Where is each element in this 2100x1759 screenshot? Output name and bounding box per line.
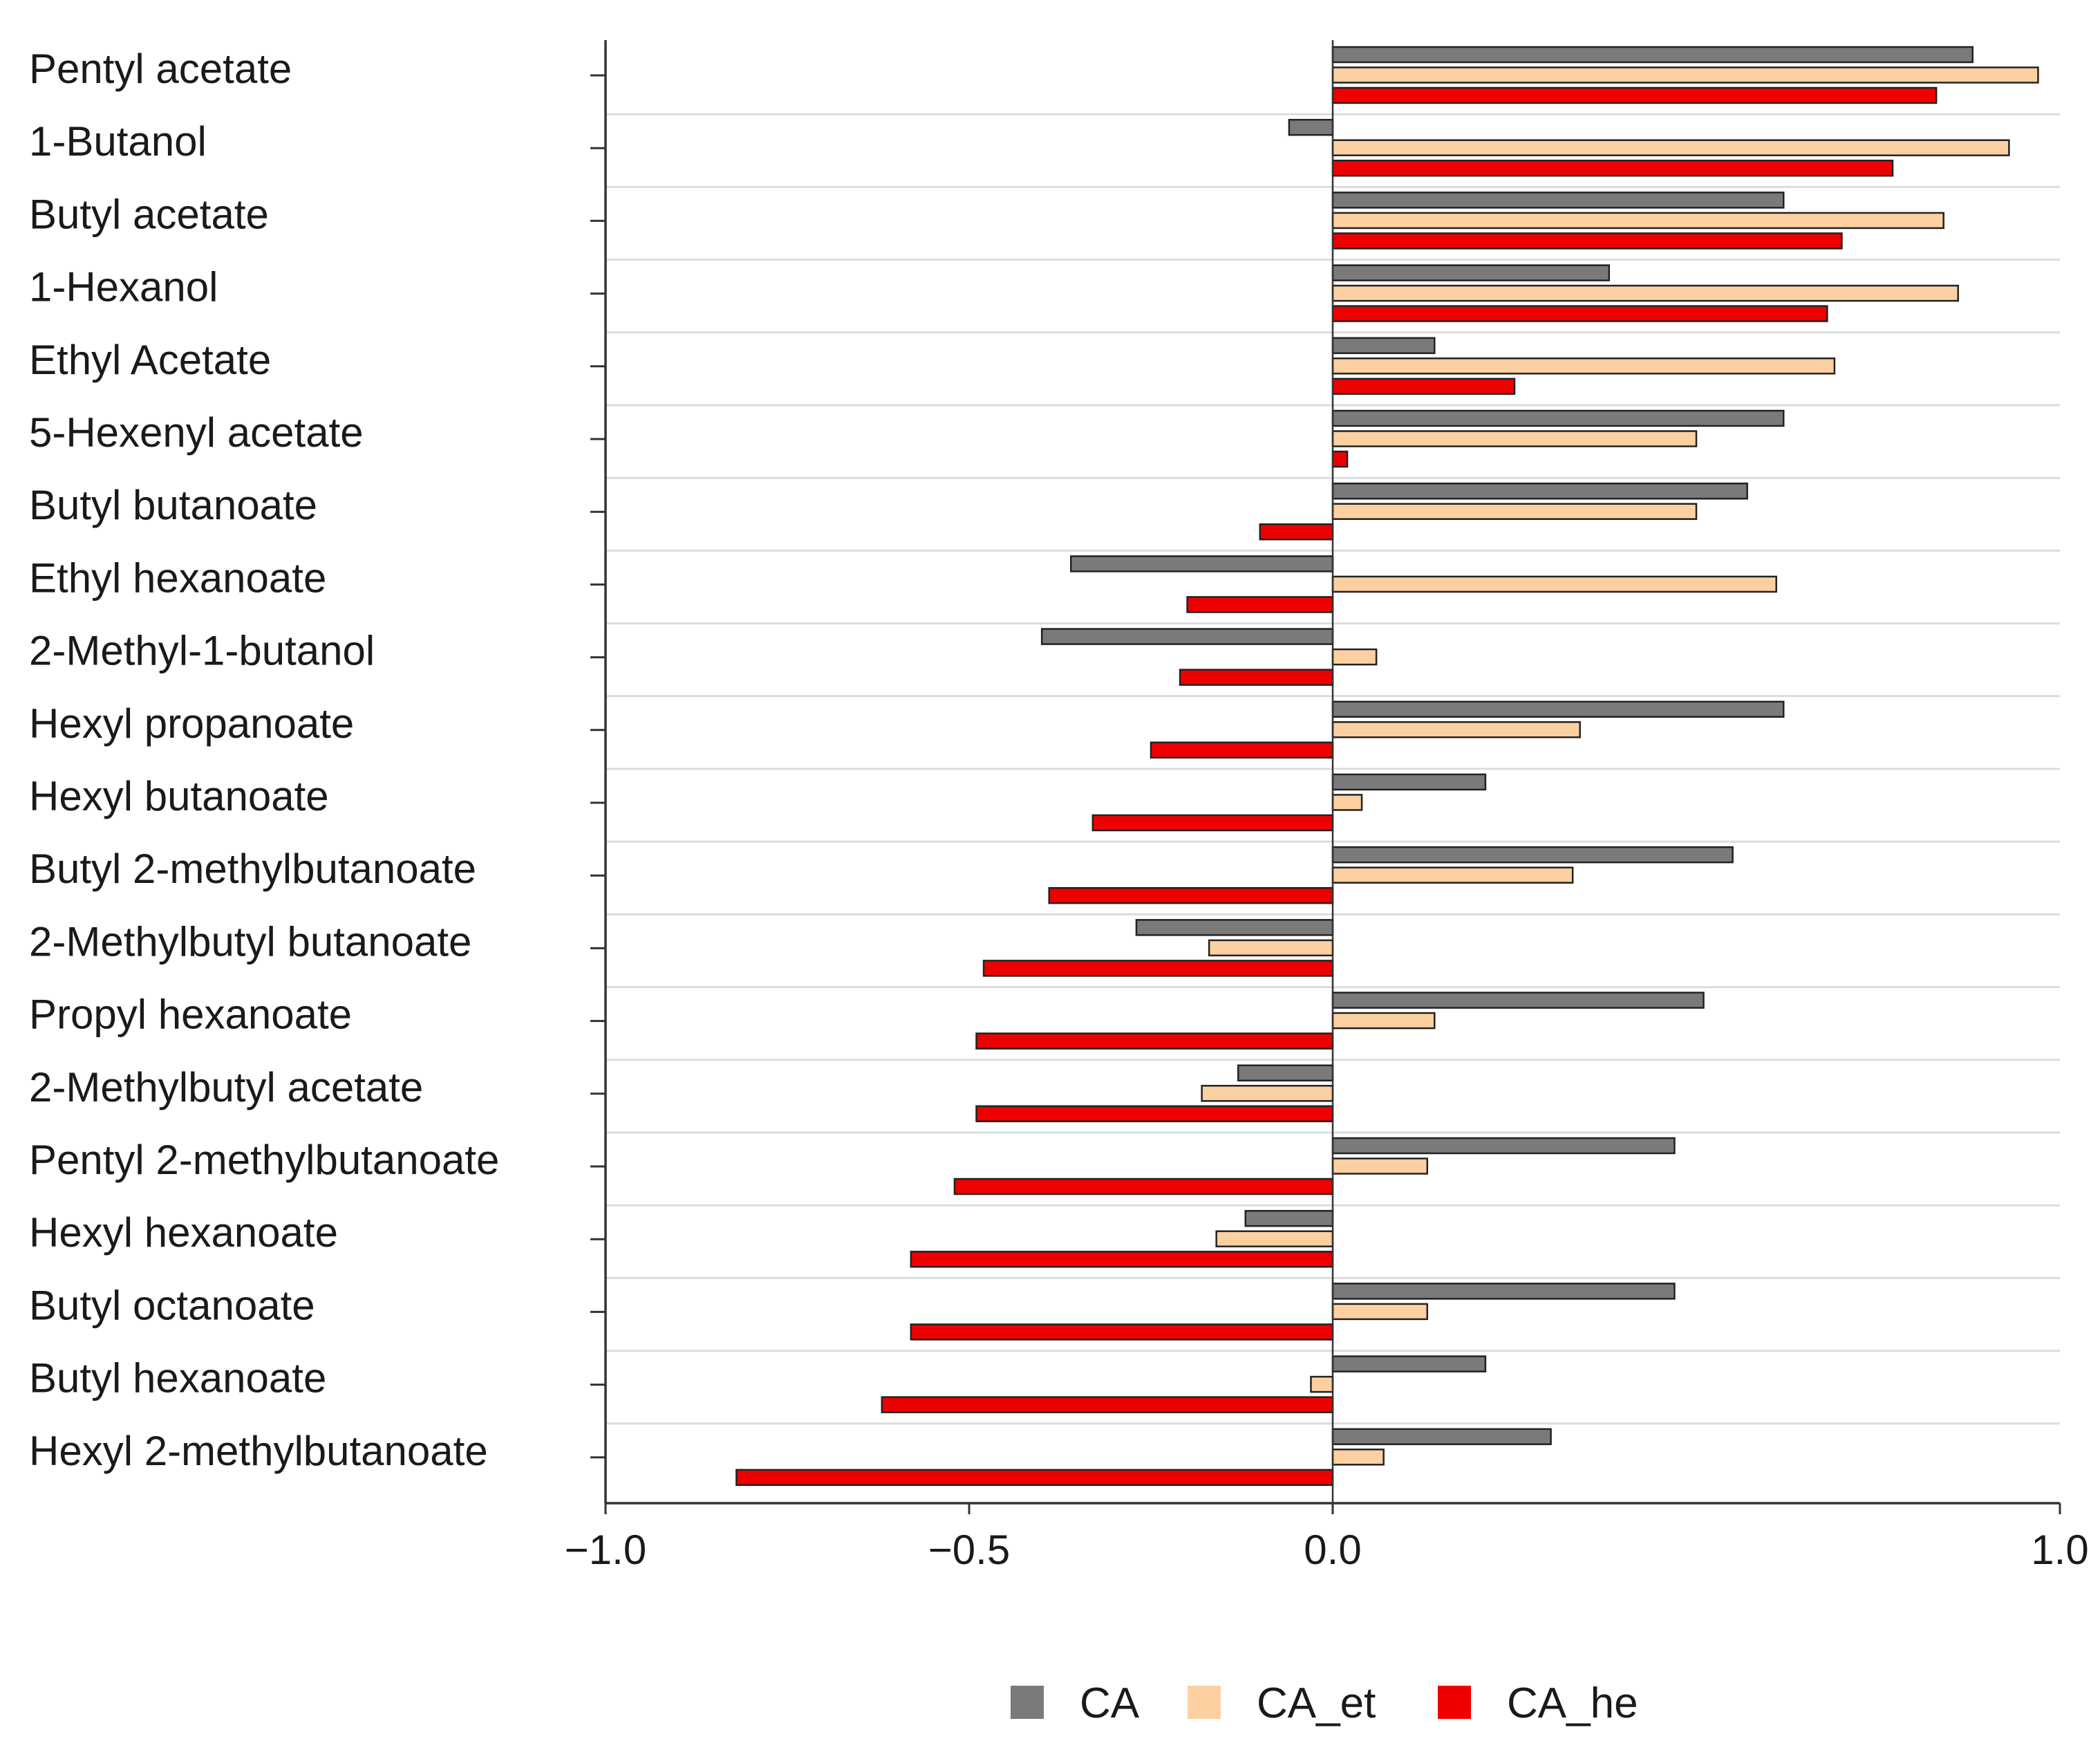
category-label: 1-Hexanol: [29, 264, 218, 310]
bar-ca: [1331, 409, 1785, 427]
bar-ca-et: [1331, 1012, 1436, 1030]
legend-swatch-ca-he: [1438, 1686, 1471, 1719]
category-labels: Pentyl acetate 1-Butanol Butyl acetate 1-He…: [29, 46, 499, 1474]
category-label: Ethyl Acetate: [29, 337, 271, 383]
category-label: Hexyl propanoate: [29, 700, 354, 747]
category-label: Hexyl 2-methylbutanoate: [29, 1428, 488, 1474]
bar-ca: [1070, 555, 1334, 573]
category-label: 2-Methyl-1-butanol: [29, 628, 375, 674]
bar-ca: [1331, 337, 1436, 355]
bar-ca: [1331, 1137, 1676, 1155]
category-label: Butyl acetate: [29, 191, 269, 237]
bar-ca: [1244, 1209, 1334, 1227]
bar-ca: [1331, 1355, 1487, 1372]
legend: CA CA_et CA_he: [1011, 1679, 1638, 1727]
category-label: Propyl hexanoate: [29, 992, 352, 1038]
bar-ca: [1331, 192, 1785, 209]
bar-ca-he: [910, 1323, 1334, 1341]
x-tick-label: 0.0: [1304, 1527, 1361, 1573]
bar-ca-he: [1331, 450, 1349, 468]
bar-ca-et: [1331, 357, 1836, 375]
bar-ca: [1331, 846, 1734, 864]
bar-ca-et: [1331, 430, 1698, 447]
bar-ca-et: [1331, 721, 1581, 738]
bar-ca-et: [1331, 648, 1378, 666]
bar-ca-he: [1331, 86, 1938, 104]
bar-ca-he: [881, 1396, 1334, 1413]
bar-ca-et: [1331, 1157, 1429, 1175]
category-label: 2-Methylbutyl butanoate: [29, 918, 471, 965]
bar-ca: [1135, 919, 1334, 936]
bar-ca-et: [1208, 939, 1334, 957]
category-label: Pentyl acetate: [29, 46, 292, 92]
bar-ca-he: [1150, 741, 1334, 759]
bar-ca-he: [1331, 378, 1516, 395]
category-label: 5-Hexenyl acetate: [29, 409, 364, 456]
bar-ca-et: [1201, 1085, 1334, 1102]
legend-label: CA_et: [1257, 1679, 1376, 1727]
bar-ca-he: [1331, 232, 1843, 250]
x-tick-label: −0.5: [928, 1527, 1010, 1573]
bar-ca: [1331, 1283, 1676, 1300]
bar-ca-he: [910, 1250, 1334, 1268]
bar-ca-he: [953, 1178, 1334, 1195]
bar-ca-et: [1331, 212, 1944, 230]
category-label: Pentyl 2-methylbutanoate: [29, 1137, 499, 1183]
x-tick-labels: −1.0 −0.5 0.0 1.0: [565, 1527, 2089, 1573]
category-label: Butyl 2-methylbutanoate: [29, 846, 476, 892]
bar-ca: [1331, 1428, 1552, 1446]
bar-ca: [1237, 1064, 1334, 1082]
bars: [735, 46, 2039, 1487]
bar-ca: [1331, 992, 1705, 1009]
bar-ca: [1331, 773, 1487, 791]
bar-ca: [1331, 700, 1785, 718]
bar-ca-et: [1215, 1230, 1334, 1247]
bar-ca-he: [1186, 596, 1334, 613]
bar-ca-et: [1331, 503, 1698, 520]
bar-ca-he: [975, 1105, 1334, 1123]
category-label: 1-Butanol: [29, 118, 207, 165]
bar-ca-et: [1331, 139, 2010, 156]
bar-ca-he: [1179, 669, 1334, 686]
bar-ca-et: [1331, 1303, 1429, 1321]
bar-ca-he: [975, 1032, 1334, 1050]
bar-ca-he: [1331, 159, 1894, 177]
legend-label: CA: [1080, 1679, 1140, 1727]
x-tick-label: 1.0: [2031, 1527, 2088, 1573]
bar-ca: [1331, 264, 1611, 281]
legend-swatch-ca-et: [1188, 1686, 1221, 1719]
bar-ca: [1040, 628, 1334, 645]
category-label: Butyl hexanoate: [29, 1355, 326, 1402]
category-label: 2-Methylbutyl acetate: [29, 1064, 423, 1110]
legend-swatch-ca: [1011, 1686, 1044, 1719]
category-label: Ethyl hexanoate: [29, 555, 326, 601]
bar-ca: [1288, 118, 1334, 136]
bar-ca-et: [1331, 575, 1777, 593]
bar-ca-he: [1259, 523, 1334, 541]
bar-ca-he: [735, 1469, 1334, 1487]
bar-ca-he: [1091, 814, 1334, 832]
bar-ca: [1331, 46, 1974, 64]
bar-ca-et: [1331, 66, 2039, 84]
category-label: Hexyl butanoate: [29, 773, 329, 819]
axes: [590, 40, 2061, 1514]
bar-ca-et: [1331, 1449, 1385, 1466]
bar-ca-he: [982, 960, 1334, 977]
bar-ca-et: [1310, 1375, 1334, 1393]
bar-ca-et: [1331, 866, 1574, 884]
legend-label: CA_he: [1507, 1679, 1638, 1727]
bar-ca-he: [1048, 886, 1334, 904]
category-label: Butyl octanoate: [29, 1282, 315, 1328]
x-tick-label: −1.0: [565, 1527, 646, 1573]
bar-ca-et: [1331, 794, 1363, 811]
bar-ca: [1331, 482, 1748, 500]
category-label: Butyl butanoate: [29, 482, 317, 528]
category-label: Hexyl hexanoate: [29, 1209, 338, 1256]
bar-ca-he: [1331, 305, 1828, 322]
bar-ca-et: [1331, 284, 1959, 302]
